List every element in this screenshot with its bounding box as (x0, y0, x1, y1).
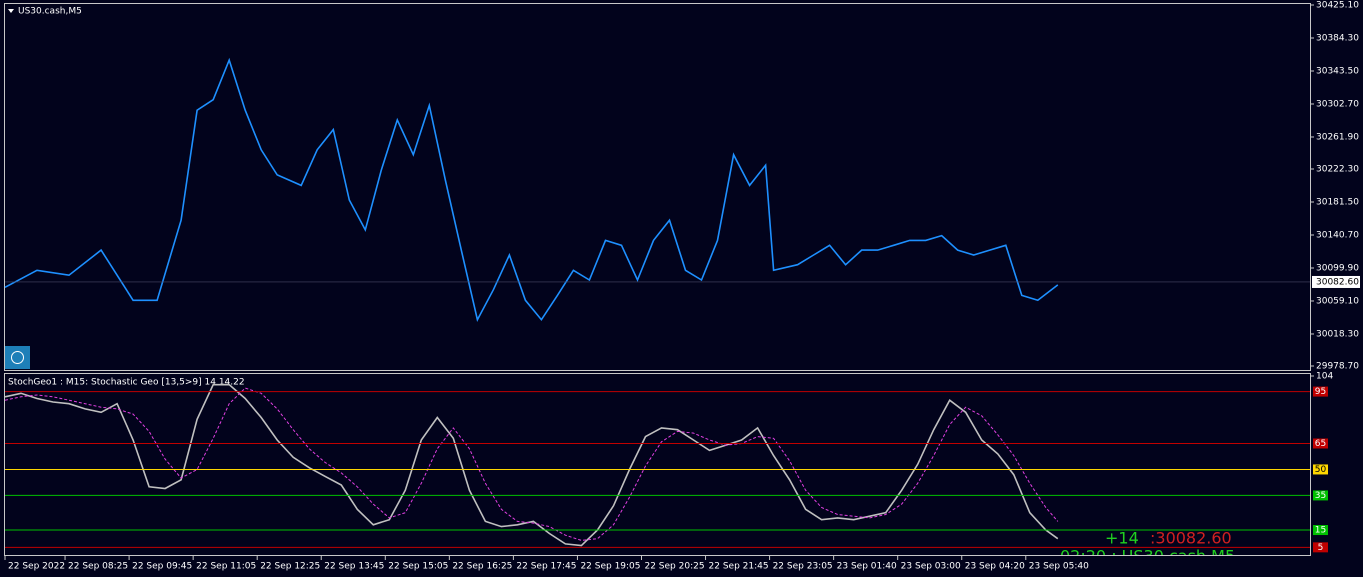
y-tick-label: 30140.70 (1316, 230, 1359, 240)
x-tick-label: 23 Sep 04:20 (965, 562, 1025, 572)
x-tick-label: 22 Sep 2022 (8, 562, 65, 572)
current-price-label: 30082.60 (1316, 277, 1359, 287)
x-tick-label: 22 Sep 09:45 (132, 562, 192, 572)
series-line (4, 383, 1059, 547)
level-box (1313, 464, 1328, 475)
indicator-label: StochGeo1 : M15: Stochastic Geo [13,5>9]… (8, 378, 245, 388)
level-box (1313, 525, 1328, 536)
y-tick-label: 30059.10 (1316, 296, 1359, 306)
level-label: 50 (1315, 465, 1327, 475)
level-box (1313, 490, 1328, 501)
sub-plot: +14 :30082.6002:20 : US30.cash,M5 (4, 383, 1235, 566)
x-tick-label: 22 Sep 19:05 (580, 562, 640, 572)
crosshair-button[interactable] (5, 346, 30, 369)
x-tick-label: 22 Sep 08:25 (68, 562, 128, 572)
y-tick-label: 30181.50 (1316, 197, 1359, 207)
crosshair-icon (11, 351, 24, 364)
x-tick-label: 22 Sep 11:05 (196, 562, 256, 572)
series-line (4, 387, 1059, 541)
overlay-text: +14 (1105, 529, 1139, 548)
y-tick-label: 30018.30 (1316, 329, 1359, 339)
overlay-text: :30082.60 (1150, 529, 1232, 548)
x-tick-label: 23 Sep 01:40 (837, 562, 897, 572)
x-tick-label: 23 Sep 03:00 (901, 562, 961, 572)
y-tick-label: 104 (1316, 372, 1333, 382)
x-tick-label: 22 Sep 12:25 (260, 562, 320, 572)
level-box (1313, 542, 1328, 553)
symbol-label: US30.cash,M5 (18, 7, 82, 17)
menu-arrow[interactable] (8, 9, 14, 13)
x-tick-label: 22 Sep 16:25 (452, 562, 512, 572)
x-tick-label: 22 Sep 23:05 (773, 562, 833, 572)
y-tick-label: 30099.90 (1316, 263, 1359, 273)
level-box (1313, 438, 1328, 449)
level-label: 15 (1315, 526, 1326, 536)
y-tick-label: 30425.10 (1316, 1, 1359, 11)
x-tick-label: 22 Sep 21:45 (709, 562, 769, 572)
level-label: 95 (1315, 387, 1326, 397)
level-label: 35 (1315, 491, 1326, 501)
overlay-text: 02:20 : US30.cash,M5 (1060, 547, 1235, 566)
level-label: 5 (1318, 543, 1324, 553)
current-price-box (1312, 275, 1360, 288)
y-tick-label: 29978.70 (1316, 362, 1359, 372)
x-tick-label: 22 Sep 20:25 (644, 562, 704, 572)
x-tick-label: 23 Sep 05:40 (1029, 562, 1089, 572)
sub-panel (4, 373, 1311, 556)
level-box (1313, 386, 1328, 397)
y-tick-label: 30261.90 (1316, 132, 1359, 142)
x-tick-label: 22 Sep 15:05 (388, 562, 448, 572)
level-label: 65 (1315, 439, 1326, 449)
y-tick-label: 30343.50 (1316, 66, 1359, 76)
y-tick-label: 30384.30 (1316, 33, 1359, 43)
y-tick-label: 30222.30 (1316, 165, 1359, 175)
x-tick-label: 22 Sep 13:45 (324, 562, 384, 572)
main-panel (4, 3, 1311, 371)
x-tick-label: 22 Sep 17:45 (516, 562, 576, 572)
series-line (4, 57, 1059, 322)
y-tick-label: 30302.70 (1316, 99, 1359, 109)
